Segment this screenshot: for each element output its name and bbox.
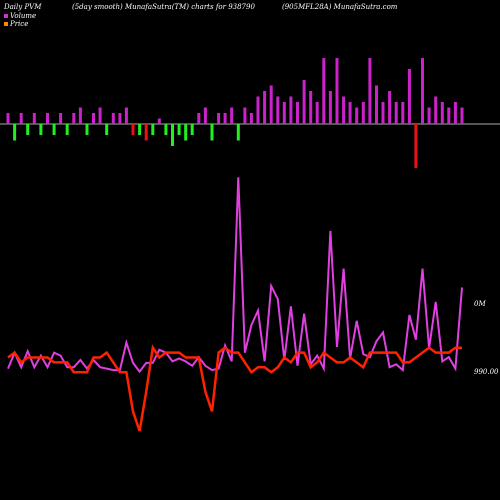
volume-bar — [328, 91, 332, 124]
volume-bar — [13, 124, 17, 141]
site-label: (905MFL28A) MunafaSutra.com — [282, 3, 398, 11]
volume-bar — [52, 124, 56, 135]
legend-volume-label: Volume — [10, 12, 37, 20]
legend-price: Price — [4, 20, 28, 28]
volume-bar — [217, 113, 221, 124]
volume-bar — [177, 124, 181, 135]
volume-bar — [322, 58, 326, 124]
volume-bar — [210, 124, 214, 141]
volume-bar — [368, 58, 372, 124]
volume-bar — [118, 113, 122, 124]
volume-bar — [105, 124, 109, 135]
volume-bar — [460, 107, 464, 124]
volume-bar — [282, 102, 286, 124]
volume-bar — [190, 124, 194, 135]
volume-bar — [440, 102, 444, 124]
volume-bar — [32, 113, 36, 124]
legend-price-swatch — [4, 22, 8, 26]
volume-bar — [138, 124, 142, 135]
volume-bar — [197, 113, 201, 124]
volume-bar — [230, 107, 234, 124]
volume-bar — [236, 124, 240, 141]
volume-bar — [414, 124, 418, 168]
volume-bar — [421, 58, 424, 124]
volume-bar — [72, 113, 76, 124]
volume-bar — [335, 58, 339, 124]
volume-bar — [388, 91, 392, 124]
volume-bar — [184, 124, 188, 141]
volume-bar — [144, 124, 148, 141]
pvm-scale-label: 0M — [474, 300, 486, 308]
volume-bar — [342, 96, 346, 124]
volume-bar — [276, 96, 280, 124]
volume-bar — [381, 102, 385, 124]
volume-bar — [309, 91, 313, 124]
price-scale-label: 990.00 — [474, 368, 499, 376]
volume-bar — [92, 113, 95, 124]
volume-bar — [6, 113, 10, 124]
volume-bar — [355, 107, 359, 124]
legend-volume: Volume — [4, 12, 36, 20]
volume-bar — [85, 124, 89, 135]
volume-bar — [407, 69, 411, 124]
volume-bar — [243, 107, 247, 124]
volume-bar — [46, 113, 49, 124]
volume-bar — [453, 102, 457, 124]
volume-bar — [249, 113, 253, 124]
volume-bar — [427, 107, 431, 124]
volume-bar — [223, 113, 227, 124]
volume-bar — [447, 107, 451, 124]
volume-bar — [348, 102, 352, 124]
chart-title: (5day smooth) MunafaSutra(TM) charts for… — [72, 3, 255, 11]
chart-type-label: Daily PVM — [4, 3, 42, 11]
volume-bar — [289, 96, 293, 124]
volume-bar — [59, 113, 63, 124]
volume-bar — [315, 102, 319, 124]
volume-bar — [171, 124, 174, 146]
volume-bar — [65, 124, 69, 135]
volume-bar — [296, 102, 299, 124]
volume-bar — [151, 124, 155, 135]
volume-bar — [164, 124, 168, 135]
volume-bar — [26, 124, 30, 135]
legend-price-label: Price — [10, 20, 29, 28]
pvm-line — [7, 177, 463, 374]
volume-bar — [124, 107, 128, 124]
volume-bar — [394, 102, 398, 124]
volume-bar — [302, 80, 306, 124]
volume-bar — [131, 124, 135, 135]
volume-bar — [401, 102, 405, 124]
price-line — [7, 344, 462, 432]
volume-bar — [157, 118, 161, 124]
volume-bar — [111, 113, 115, 124]
volume-bar — [263, 91, 267, 124]
volume-bar — [434, 96, 438, 124]
legend-volume-swatch — [4, 14, 8, 18]
volume-bar — [269, 85, 273, 124]
volume-bar — [375, 85, 378, 124]
volume-bar — [98, 107, 102, 124]
volume-bar — [39, 124, 43, 135]
volume-bar — [19, 113, 23, 124]
volume-bar — [203, 107, 207, 124]
volume-bar — [78, 107, 82, 124]
volume-bar — [256, 96, 260, 124]
volume-bar — [361, 102, 365, 124]
